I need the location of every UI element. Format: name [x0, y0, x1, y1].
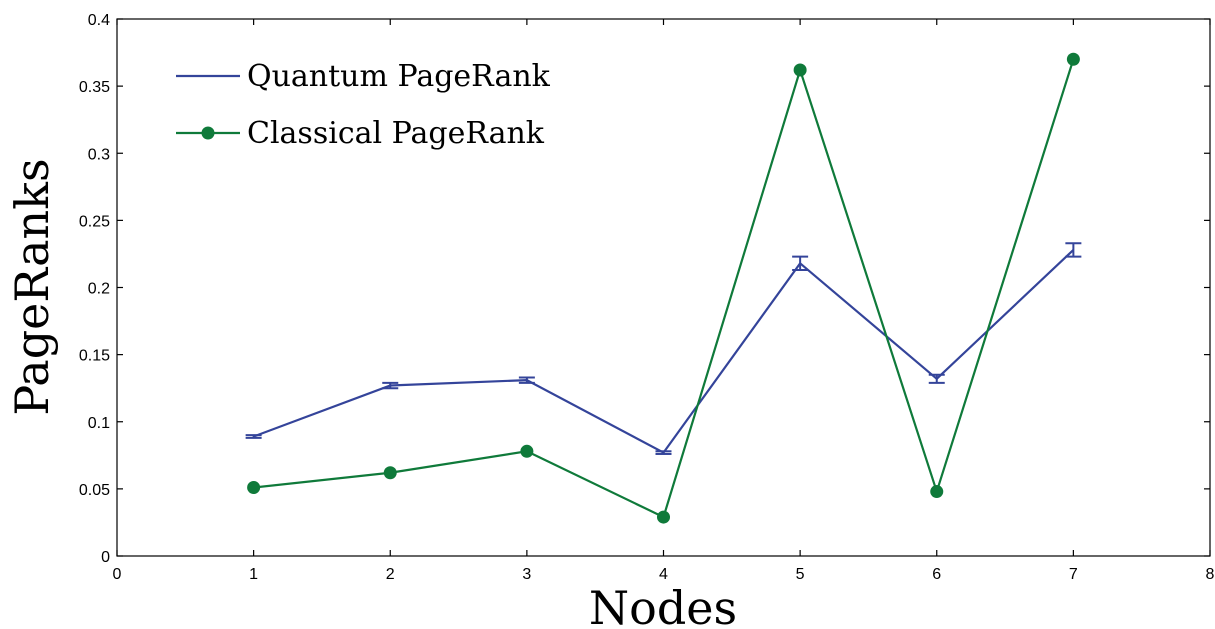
x-axis-title: Nodes	[589, 581, 737, 629]
x-tick-label: 1	[249, 566, 258, 583]
series-layer	[245, 52, 1082, 524]
legend-label: Quantum PageRank	[247, 59, 551, 94]
quantum-pagerank-error-bar	[1065, 242, 1082, 258]
y-tick-label: 0.05	[79, 482, 110, 499]
x-tick-label: 5	[796, 566, 805, 583]
legend-marker	[201, 126, 215, 140]
y-tick-label: 0.35	[79, 79, 110, 96]
legend-label: Classical PageRank	[247, 116, 545, 151]
y-tick-label: 0.25	[79, 213, 110, 230]
y-tick-label: 0.1	[88, 415, 110, 432]
y-tick-label: 0	[101, 549, 110, 566]
x-tick-label: 3	[522, 566, 531, 583]
x-tick-label: 0	[113, 566, 122, 583]
plot-area	[116, 18, 1211, 557]
classical-pagerank-point	[520, 444, 534, 458]
classical-pagerank-point	[793, 63, 807, 77]
legend-item-classical-pagerank: Classical PageRank	[176, 116, 545, 151]
quantum-pagerank-error-bar	[792, 255, 809, 272]
y-tick-label: 0.3	[88, 146, 110, 163]
y-tick-label: 0.15	[79, 348, 110, 365]
y-tick-label: 0.2	[88, 281, 110, 298]
classical-pagerank-point	[657, 510, 670, 524]
x-tick-label: 2	[386, 566, 395, 583]
legend: Quantum PageRank Classical PageRank	[176, 59, 551, 151]
axis-ticks: 0 1 2 3 4 5 6 7 8 0 0.05 0.1 0.15 0.2 0.25 0.3 0.35 0.4	[79, 12, 1215, 583]
x-tick-label: 7	[1069, 566, 1078, 583]
legend-item-quantum-pagerank: Quantum PageRank	[176, 59, 551, 94]
classical-pagerank-point	[1066, 52, 1080, 66]
x-tick-label: 6	[932, 566, 941, 583]
quantum-pagerank-error-bar	[245, 434, 262, 439]
quantum-pagerank-error-bar	[928, 373, 945, 384]
quantum-pagerank-error-bar	[655, 450, 672, 455]
x-tick-label: 4	[659, 566, 668, 583]
classical-pagerank-point	[930, 485, 944, 499]
quantum-pagerank-line	[253, 249, 1075, 455]
x-tick-label: 8	[1206, 566, 1215, 583]
y-tick-label: 0.4	[88, 12, 110, 29]
quantum-pagerank-error-bar	[382, 381, 399, 390]
classical-pagerank-point	[383, 466, 397, 480]
quantum-pagerank-error-bar	[518, 376, 535, 384]
y-axis-title: PageRanks	[5, 158, 59, 415]
classical-pagerank-point	[247, 481, 261, 495]
